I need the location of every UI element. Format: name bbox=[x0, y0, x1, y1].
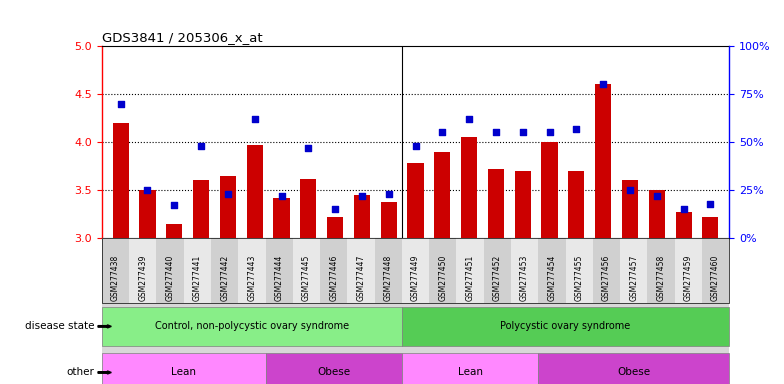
Bar bbox=[461, 137, 477, 238]
Point bbox=[194, 143, 207, 149]
Bar bbox=[595, 84, 612, 238]
Text: GSM277452: GSM277452 bbox=[493, 255, 502, 301]
Point bbox=[570, 126, 583, 132]
Text: GDS3841 / 205306_x_at: GDS3841 / 205306_x_at bbox=[102, 31, 263, 44]
Bar bbox=[247, 145, 263, 238]
Text: GSM277460: GSM277460 bbox=[711, 255, 720, 301]
Bar bbox=[514, 171, 531, 238]
Text: GSM277440: GSM277440 bbox=[165, 255, 175, 301]
Bar bbox=[381, 202, 397, 238]
Bar bbox=[488, 169, 504, 238]
Point bbox=[436, 129, 448, 136]
Bar bbox=[568, 171, 584, 238]
Text: GSM277443: GSM277443 bbox=[248, 255, 256, 301]
Point bbox=[409, 143, 422, 149]
Text: GSM277449: GSM277449 bbox=[411, 255, 420, 301]
Text: GSM277448: GSM277448 bbox=[383, 255, 393, 301]
Point bbox=[543, 129, 556, 136]
Bar bbox=[434, 152, 450, 238]
Bar bbox=[140, 190, 155, 238]
Point bbox=[275, 193, 288, 199]
Point bbox=[141, 187, 154, 193]
Text: Control, non-polycystic ovary syndrome: Control, non-polycystic ovary syndrome bbox=[155, 321, 349, 331]
Point bbox=[168, 202, 180, 209]
Text: GSM277458: GSM277458 bbox=[656, 255, 666, 301]
Bar bbox=[166, 223, 183, 238]
Point bbox=[490, 129, 503, 136]
Point bbox=[704, 200, 717, 207]
Text: GSM277456: GSM277456 bbox=[602, 255, 611, 301]
Text: GSM277450: GSM277450 bbox=[438, 255, 448, 301]
Text: GSM277451: GSM277451 bbox=[466, 255, 474, 301]
Text: GSM277447: GSM277447 bbox=[357, 255, 365, 301]
Point bbox=[677, 206, 690, 212]
Text: Lean: Lean bbox=[458, 367, 483, 377]
Text: GSM277438: GSM277438 bbox=[111, 255, 120, 301]
Text: Lean: Lean bbox=[171, 367, 196, 377]
Text: GSM277444: GSM277444 bbox=[274, 255, 284, 301]
Text: GSM277453: GSM277453 bbox=[520, 255, 529, 301]
Point bbox=[463, 116, 475, 122]
Point bbox=[249, 116, 261, 122]
Bar bbox=[354, 195, 370, 238]
Bar bbox=[274, 198, 289, 238]
Point bbox=[328, 206, 341, 212]
Text: GSM277457: GSM277457 bbox=[630, 255, 638, 301]
Text: GSM277441: GSM277441 bbox=[193, 255, 201, 301]
Text: Polycystic ovary syndrome: Polycystic ovary syndrome bbox=[500, 321, 630, 331]
Point bbox=[222, 191, 234, 197]
Point bbox=[597, 81, 609, 88]
Bar bbox=[300, 179, 317, 238]
Text: Obese: Obese bbox=[617, 367, 650, 377]
Bar bbox=[648, 190, 665, 238]
Bar bbox=[408, 163, 423, 238]
Text: GSM277445: GSM277445 bbox=[302, 255, 311, 301]
Bar bbox=[622, 180, 638, 238]
Bar bbox=[702, 217, 718, 238]
Text: GSM277455: GSM277455 bbox=[575, 255, 583, 301]
Text: GSM277459: GSM277459 bbox=[684, 255, 693, 301]
Point bbox=[356, 193, 368, 199]
Point bbox=[114, 101, 127, 107]
Bar bbox=[220, 176, 236, 238]
Bar bbox=[676, 212, 691, 238]
Bar bbox=[113, 123, 129, 238]
Bar bbox=[327, 217, 343, 238]
Text: other: other bbox=[66, 367, 94, 377]
Point bbox=[517, 129, 529, 136]
Text: GSM277454: GSM277454 bbox=[547, 255, 557, 301]
Text: disease state: disease state bbox=[24, 321, 94, 331]
Point bbox=[383, 191, 395, 197]
Text: GSM277442: GSM277442 bbox=[220, 255, 229, 301]
Bar bbox=[542, 142, 557, 238]
Point bbox=[624, 187, 637, 193]
Text: GSM277439: GSM277439 bbox=[138, 255, 147, 301]
Text: Obese: Obese bbox=[318, 367, 350, 377]
Point bbox=[302, 145, 314, 151]
Point bbox=[651, 193, 663, 199]
Bar bbox=[193, 180, 209, 238]
Text: GSM277446: GSM277446 bbox=[329, 255, 338, 301]
